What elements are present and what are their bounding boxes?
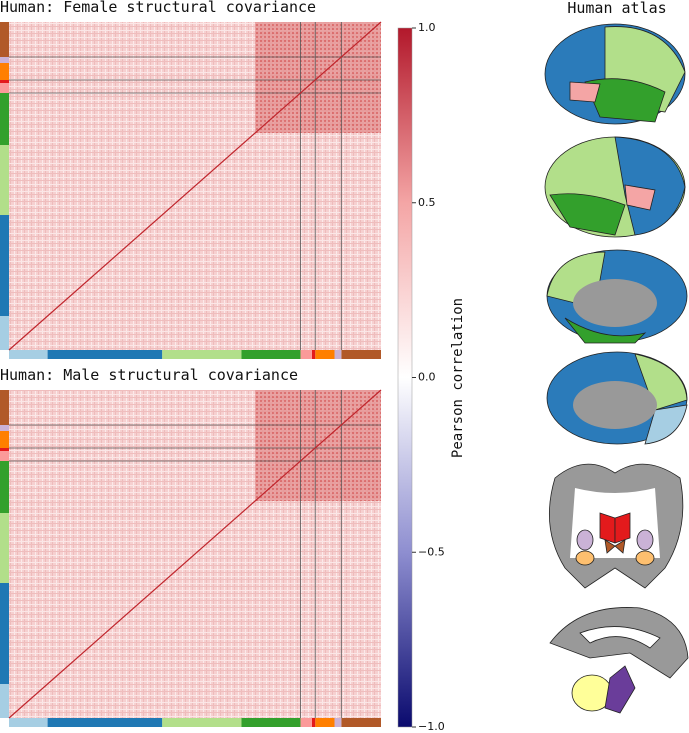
side-strip <box>0 684 9 718</box>
bottom-strip <box>9 718 48 727</box>
side-strip <box>0 57 9 63</box>
bottom-strip <box>241 350 301 359</box>
side-strip <box>0 513 9 583</box>
side-strip <box>0 63 9 80</box>
side-strip <box>0 390 9 425</box>
bottom-strip <box>341 718 381 727</box>
side-strip <box>0 80 9 83</box>
bottom-strip <box>162 350 242 359</box>
panel-title: Human: Female structural covariance <box>0 0 316 16</box>
diagonal <box>8 389 382 719</box>
side-strip <box>0 93 9 145</box>
side-strip <box>0 431 9 448</box>
bottom-strip <box>311 718 316 727</box>
colorbar-tick-label: 0.5 <box>418 196 436 209</box>
side-strip <box>0 145 9 215</box>
bottom-strip <box>315 718 335 727</box>
colorbar-tick-label: 0.0 <box>418 371 436 384</box>
side-strip <box>0 448 9 451</box>
bottom-strip <box>334 718 342 727</box>
atlas-title: Human atlas <box>567 0 666 17</box>
bottom-strip <box>47 718 163 727</box>
bottom-strip <box>300 718 312 727</box>
bottom-strip <box>241 718 301 727</box>
colorbar-tick-label: −1.0 <box>418 720 445 733</box>
heatmaps: Human: Female structural covariance Human… <box>0 0 382 727</box>
bottom-strip <box>9 350 48 359</box>
bottom-strip <box>300 350 312 359</box>
side-strip <box>0 583 9 684</box>
side-strip <box>0 461 9 513</box>
side-strip <box>0 451 9 461</box>
colorbar-tick-label: −0.5 <box>418 545 445 558</box>
colorbar-label: Pearson correlation <box>450 298 466 458</box>
side-strip <box>0 316 9 350</box>
panel-title: Human: Male structural covariance <box>0 366 298 384</box>
side-strip <box>0 83 9 93</box>
bottom-strip <box>162 718 242 727</box>
diagonal <box>8 21 382 351</box>
colorbar <box>397 27 413 728</box>
colorbar-tick-label: 1.0 <box>418 21 436 34</box>
bottom-strip <box>315 350 335 359</box>
bottom-strip <box>334 350 342 359</box>
bottom-strip <box>311 350 316 359</box>
bottom-strip <box>47 350 163 359</box>
side-strip <box>0 22 9 57</box>
atlas-brains <box>544 23 689 714</box>
side-strip <box>0 215 9 316</box>
bottom-strip <box>341 350 381 359</box>
side-strip <box>0 425 9 431</box>
